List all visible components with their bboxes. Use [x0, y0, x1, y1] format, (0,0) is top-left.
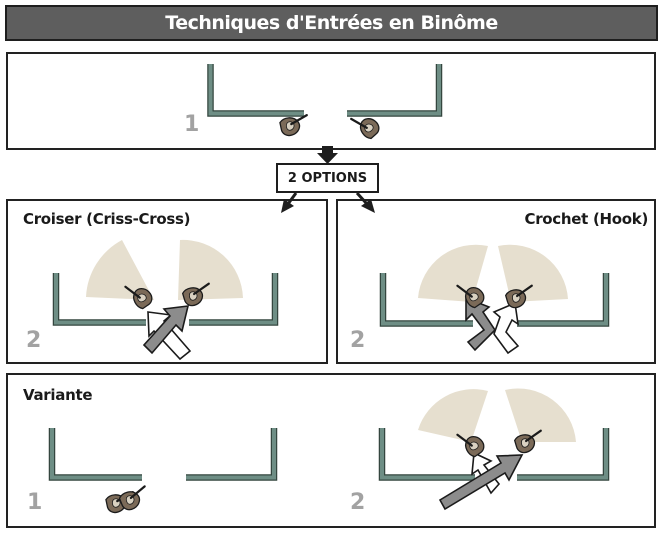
options-box: 2 OPTIONS: [276, 163, 379, 193]
sectors-hook: [418, 244, 568, 302]
walls-top: [207, 64, 443, 117]
step-number-1-variant: 1: [27, 490, 43, 515]
arrow-to-criss-cross: [281, 192, 298, 213]
step-number-2-variant: 2: [350, 490, 366, 515]
criss-cross-title: Croiser (Criss-Cross): [23, 210, 191, 228]
options-label: 2 OPTIONS: [287, 170, 368, 186]
sectors-variant-2: [418, 388, 576, 442]
title-bar: Techniques d'Entrées en Binôme: [5, 5, 658, 41]
hook-arrow-white: [492, 301, 520, 355]
step-number-2-cross: 2: [26, 328, 42, 353]
walls-variant-1: [48, 428, 278, 481]
down-arrow: [317, 146, 338, 164]
walls-hook: [379, 273, 610, 327]
path-arrow-gray: [142, 305, 190, 355]
walls-variant-2: [378, 428, 610, 481]
variant-title: Variante: [23, 386, 93, 404]
walls-criss-cross: [52, 273, 279, 326]
step-number-2-hook: 2: [350, 328, 366, 353]
variant-arrow-gray: [438, 454, 524, 511]
page-title: Techniques d'Entrées en Binôme: [165, 12, 498, 34]
step-number-1: 1: [184, 112, 200, 137]
arrow-to-hook: [355, 191, 375, 213]
hook-title: Crochet (Hook): [524, 210, 649, 228]
path-arrow-white: [147, 311, 192, 361]
sectors-criss-cross: [86, 239, 243, 300]
